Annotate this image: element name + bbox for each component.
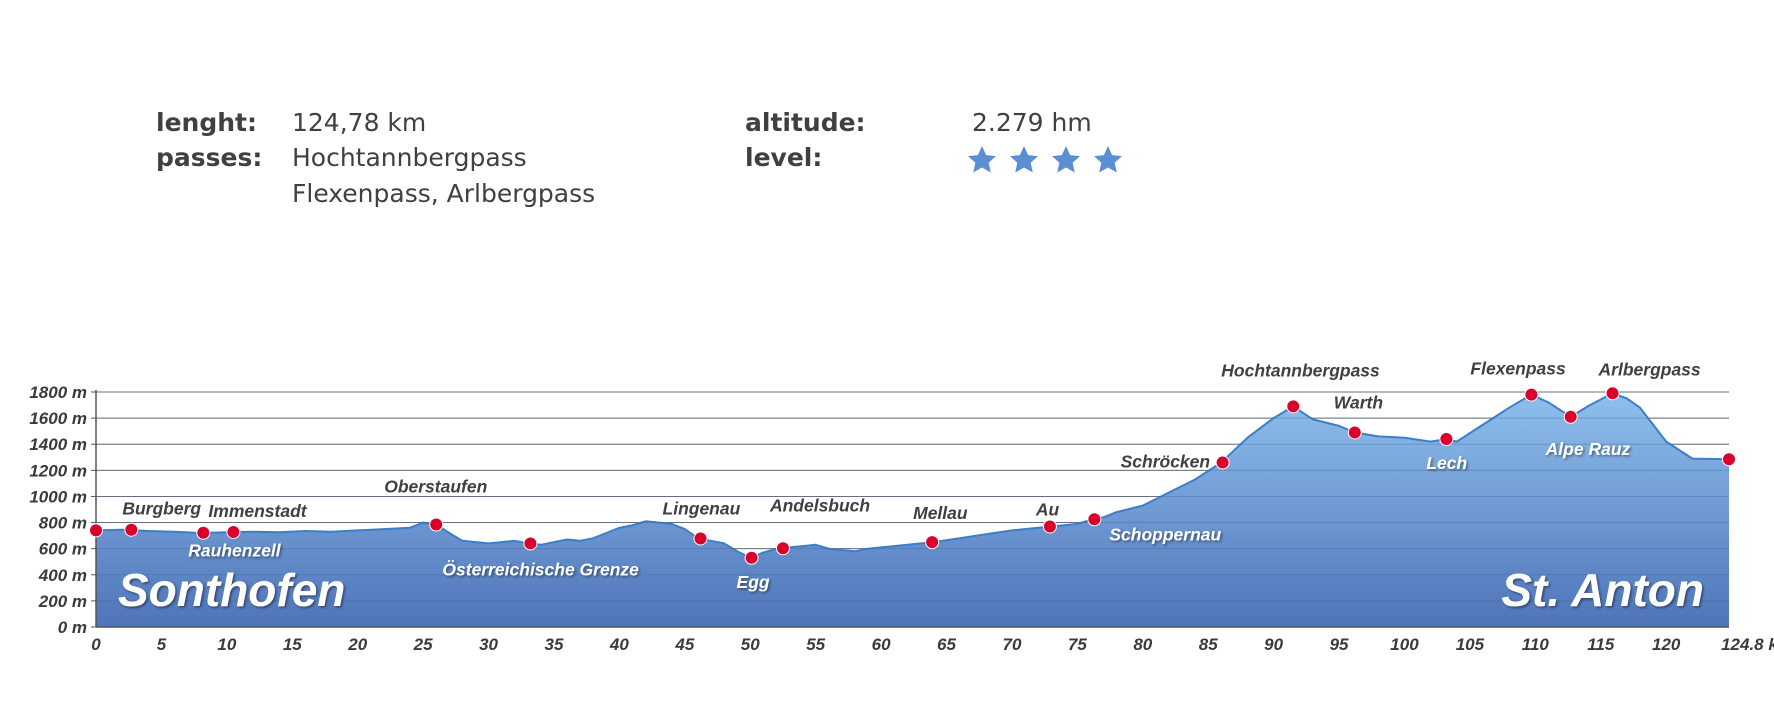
waypoint-label: Lingenau	[663, 498, 741, 518]
altitude-value: 2.279 hm	[972, 108, 1092, 137]
level-star-icon	[966, 144, 998, 176]
start-location-label: Sonthofen	[118, 564, 345, 616]
waypoint-label: Schoppernau	[1109, 524, 1221, 544]
y-tick-label: 1200 m	[29, 461, 87, 480]
waypoint-marker	[693, 531, 708, 546]
level-star-icon	[1092, 144, 1124, 176]
waypoint-marker	[1524, 387, 1539, 402]
level-label: level:	[745, 143, 823, 172]
x-tick-label: 25	[413, 635, 433, 654]
waypoint-label: Schröcken	[1121, 452, 1210, 472]
x-tick-label: 10	[217, 635, 236, 654]
x-tick-label: 115	[1587, 635, 1615, 654]
x-tick-label: 75	[1068, 635, 1087, 654]
x-tick-label: 95	[1330, 635, 1349, 654]
passes-label: passes:	[156, 143, 263, 172]
waypoint-label: Arlbergpass	[1598, 359, 1701, 379]
y-tick-label: 1400 m	[29, 435, 87, 454]
waypoint-marker	[775, 541, 790, 556]
x-axis-tick-labels: 0 5 10 15 20 25 30 35 40 45 50 55 60 65 70 75 80 85 90 95 10…	[91, 635, 1774, 654]
level-star-icon	[1050, 144, 1082, 176]
waypoint-label: Egg	[737, 572, 770, 592]
waypoint-label: Österreichische Grenze	[442, 559, 639, 579]
x-tick-label: 80	[1133, 635, 1152, 654]
x-tick-label: 0	[91, 635, 101, 654]
waypoint-marker	[1347, 425, 1362, 440]
y-tick-label: 0 m	[58, 618, 87, 637]
x-tick-label: 30	[479, 635, 498, 654]
waypoint-label: Andelsbuch	[769, 495, 870, 515]
waypoint-marker	[1722, 452, 1736, 467]
waypoint-marker	[124, 522, 139, 537]
level-star-icon	[1008, 144, 1040, 176]
waypoint-marker	[925, 535, 940, 550]
x-tick-label: 105	[1456, 635, 1485, 654]
waypoint-label: Rauhenzell	[188, 541, 282, 561]
x-tick-label: 110	[1522, 635, 1550, 654]
waypoint-marker	[1042, 519, 1057, 534]
waypoint-label: Hochtannbergpass	[1221, 360, 1380, 380]
x-tick-label: 90	[1264, 635, 1283, 654]
x-tick-label: 120	[1652, 635, 1681, 654]
passes-value-line1: Hochtannbergpass	[292, 143, 527, 172]
elevation-fill	[96, 393, 1729, 627]
y-tick-label: 1000 m	[29, 487, 87, 506]
waypoint-marker	[89, 523, 103, 538]
x-tick-label: 65	[937, 635, 956, 654]
waypoint-marker	[429, 517, 444, 532]
y-tick-label: 800 m	[39, 514, 87, 533]
waypoint-markers	[89, 386, 1736, 565]
waypoint-marker	[1087, 512, 1102, 527]
waypoint-labels: Burgberg Rauhenzell Immenstadt Oberstaufen Ö…	[122, 359, 1701, 592]
x-tick-label: 70	[1002, 635, 1021, 654]
waypoint-label: Oberstaufen	[384, 477, 487, 497]
waypoint-marker	[1439, 432, 1454, 446]
y-tick-label: 1600 m	[29, 409, 87, 428]
axes	[91, 390, 1729, 628]
endpoint-labels: Sonthofen St. Anton	[118, 564, 1704, 616]
x-tick-label: 35	[545, 635, 564, 654]
waypoint-marker	[523, 536, 538, 551]
waypoint-marker	[1286, 399, 1301, 414]
elevation-line	[95, 392, 1730, 559]
length-value: 124,78 km	[292, 108, 427, 137]
x-tick-label: 15	[283, 635, 302, 654]
altitude-label: altitude:	[745, 108, 866, 137]
waypoint-label: Flexenpass	[1470, 359, 1566, 379]
y-tick-label: 600 m	[39, 540, 87, 559]
waypoint-label: Lech	[1426, 453, 1467, 473]
y-tick-label: 1800 m	[29, 383, 87, 402]
waypoint-label: Mellau	[913, 503, 968, 523]
waypoint-marker	[196, 525, 211, 540]
waypoint-label: Alpe Rauz	[1545, 439, 1631, 459]
waypoint-label: Immenstadt	[208, 501, 307, 521]
end-location-label: St. Anton	[1501, 564, 1704, 616]
waypoint-label: Warth	[1334, 392, 1383, 412]
x-tick-label: 85	[1199, 635, 1218, 654]
waypoint-marker	[1605, 386, 1620, 401]
x-tick-label: 100	[1390, 635, 1419, 654]
x-tick-label: 20	[347, 635, 367, 654]
waypoint-label: Burgberg	[122, 499, 201, 519]
x-tick-label: 50	[741, 635, 760, 654]
waypoint-label: Au	[1035, 499, 1060, 519]
waypoint-marker	[226, 524, 241, 539]
x-tick-label: 60	[872, 635, 891, 654]
y-tick-label: 400 m	[38, 566, 87, 585]
y-tick-label: 200 m	[38, 592, 87, 611]
elevation-area	[95, 391, 1730, 627]
x-tick-label: 124.8 km	[1721, 635, 1774, 654]
x-tick-label: 5	[157, 635, 167, 654]
x-tick-label: 45	[674, 635, 694, 654]
x-tick-label: 55	[806, 635, 825, 654]
passes-value-line2: Flexenpass, Arlbergpass	[292, 179, 596, 208]
x-tick-label: 40	[609, 635, 629, 654]
length-label: lenght:	[156, 108, 257, 137]
waypoint-marker	[744, 550, 759, 565]
y-axis-tick-labels: 0 m 200 m 400 m 600 m 800 m 1000 m 1200 m 1400 …	[29, 383, 87, 637]
waypoint-marker	[1563, 409, 1578, 424]
waypoint-marker	[1215, 455, 1230, 470]
